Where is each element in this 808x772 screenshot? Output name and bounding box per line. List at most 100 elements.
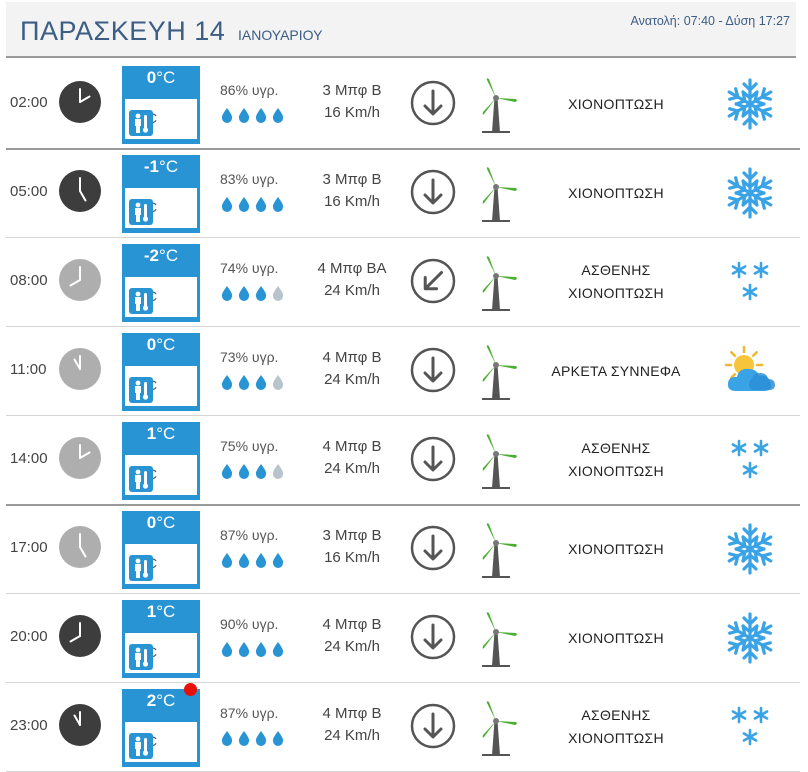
wind-beaufort: 4 Μπφ ΒΑ [317,260,387,277]
condition-line: ΧΙΟΝΟΠΤΩΣΗ [568,185,664,201]
clock-icon [58,258,102,302]
new-marker-icon [184,683,197,696]
wind-info: 4 Μπφ ΒΑ 24 Km/h [302,258,402,302]
wind-info: 3 Μπφ Β 16 Km/h [302,525,402,569]
temperature-high: 0°C [146,68,176,87]
wind-beaufort: 4 Μπφ Β [322,349,382,366]
month-label: ΙΑΝΟΥΑΡΙΟΥ [238,27,323,43]
wind-direction-icon [410,614,456,660]
humidity-drops-icon [220,640,290,658]
condition-line: ΧΙΟΝΟΠΤΩΣΗ [568,463,664,479]
wind-beaufort: 4 Μπφ Β [322,438,382,455]
temperature-low-panel: -6°C [125,188,197,228]
wind-turbine-icon [472,341,520,401]
wind-turbine-icon [472,519,520,579]
humidity-value: 90% υγρ. [220,616,279,632]
wind-speed: 24 Km/h [324,638,380,655]
wind-info: 3 Μπφ Β 16 Km/h [302,80,402,124]
temperature-low-panel: -8°C [125,277,197,317]
forecast-row: 05:00 -1°C -6°C 83% υγρ. 3 Μπφ Β 16 Km/h… [6,149,800,238]
clock-icon [58,80,102,124]
temperature-box: 0°C -5°C [122,511,200,589]
wind-speed: 24 Km/h [324,460,380,477]
wind-speed: 24 Km/h [324,727,380,744]
weather-condition: ΧΙΟΝΟΠΤΩΣΗ [526,93,706,116]
condition-line: ΧΙΟΝΟΠΤΩΣΗ [568,96,664,112]
humidity-drops-icon [220,195,290,213]
wind-info: 4 Μπφ Β 24 Km/h [302,436,402,480]
feels-like-icon [129,466,153,492]
wind-direction-icon [410,436,456,482]
wind-direction-icon [410,169,456,215]
wind-beaufort: 3 Μπφ Β [322,171,382,188]
wind-direction-icon [410,525,456,571]
humidity-value: 73% υγρ. [220,349,279,365]
temperature-box: 0°C -6°C [122,333,200,411]
temperature-box: 2°C -4°C [122,689,200,767]
weather-condition: ΧΙΟΝΟΠΤΩΣΗ [526,627,706,650]
forecast-row: 17:00 0°C -5°C 87% υγρ. 3 Μπφ Β 16 Km/h … [6,505,800,594]
wind-speed: 16 Km/h [324,193,380,210]
temperature-low-panel: -4°C [125,633,197,673]
temperature-high: 0°C [146,513,176,532]
weather-condition: ΑΣΘΕΝΗΣ ΧΙΟΝΟΠΤΩΣΗ [526,704,706,750]
forecast-time: 08:00 [10,272,48,289]
wind-speed: 16 Km/h [324,549,380,566]
temperature-box: 0°C -5°C [122,66,200,144]
snowflake-icon [722,165,778,221]
weather-condition: ΧΙΟΝΟΠΤΩΣΗ [526,538,706,561]
weather-condition: ΑΡΚΕΤΑ ΣΥΝΝΕΦΑ [526,360,706,383]
feels-like-icon [129,288,153,314]
condition-line: ΑΡΚΕΤΑ ΣΥΝΝΕΦΑ [551,363,681,379]
condition-line: ΑΣΘΕΝΗΣ [581,440,651,456]
temperature-high: 0°C [146,335,176,354]
forecast-time: 23:00 [10,717,48,734]
humidity-value: 87% υγρ. [220,527,279,543]
humidity-drops-icon [220,729,290,747]
humidity-value: 86% υγρ. [220,82,279,98]
wind-speed: 24 Km/h [324,371,380,388]
feels-like-icon [129,199,153,225]
condition-line: ΧΙΟΝΟΠΤΩΣΗ [568,285,664,301]
humidity-value: 75% υγρ. [220,438,279,454]
wind-info: 4 Μπφ Β 24 Km/h [302,614,402,658]
temperature-low-panel: -5°C [125,455,197,495]
condition-line: ΧΙΟΝΟΠΤΩΣΗ [568,730,664,746]
wind-beaufort: 4 Μπφ Β [322,705,382,722]
wind-beaufort: 3 Μπφ Β [322,527,382,544]
partly-cloudy-icon [722,343,778,399]
forecast-row: 11:00 0°C -6°C 73% υγρ. 4 Μπφ Β 24 Km/h … [6,327,800,416]
temperature-low-panel: -6°C [125,366,197,406]
wind-turbine-icon [472,430,520,490]
humidity-drops-icon [220,462,290,480]
temperature-box: 1°C -5°C [122,422,200,500]
weather-condition: ΧΙΟΝΟΠΤΩΣΗ [526,182,706,205]
temperature-low-panel: -5°C [125,544,197,584]
humidity-value: 87% υγρ. [220,705,279,721]
wind-direction-icon [410,703,456,749]
feels-like-icon [129,555,153,581]
wind-turbine-icon [472,608,520,668]
forecast-time: 02:00 [10,94,48,111]
wind-info: 4 Μπφ Β 24 Km/h [302,347,402,391]
wind-turbine-icon [472,74,520,134]
clock-icon [58,436,102,480]
day-title: ΠΑΡΑΣΚΕΥΗ 14 [20,16,226,46]
light-snow-icon [722,432,778,488]
feels-like-icon [129,644,153,670]
clock-icon [58,614,102,658]
wind-turbine-icon [472,252,520,312]
wind-beaufort: 4 Μπφ Β [322,616,382,633]
wind-direction-icon [410,347,456,393]
feels-like-icon [129,110,153,136]
forecast-time: 20:00 [10,628,48,645]
temperature-high: 1°C [146,602,176,621]
forecast-time: 14:00 [10,450,48,467]
wind-direction-icon [410,258,456,304]
forecast-time: 05:00 [10,183,48,200]
feels-like-icon [129,377,153,403]
wind-speed: 16 Km/h [324,104,380,121]
wind-direction-icon [410,80,456,126]
forecast-time: 17:00 [10,539,48,556]
wind-info: 3 Μπφ Β 16 Km/h [302,169,402,213]
